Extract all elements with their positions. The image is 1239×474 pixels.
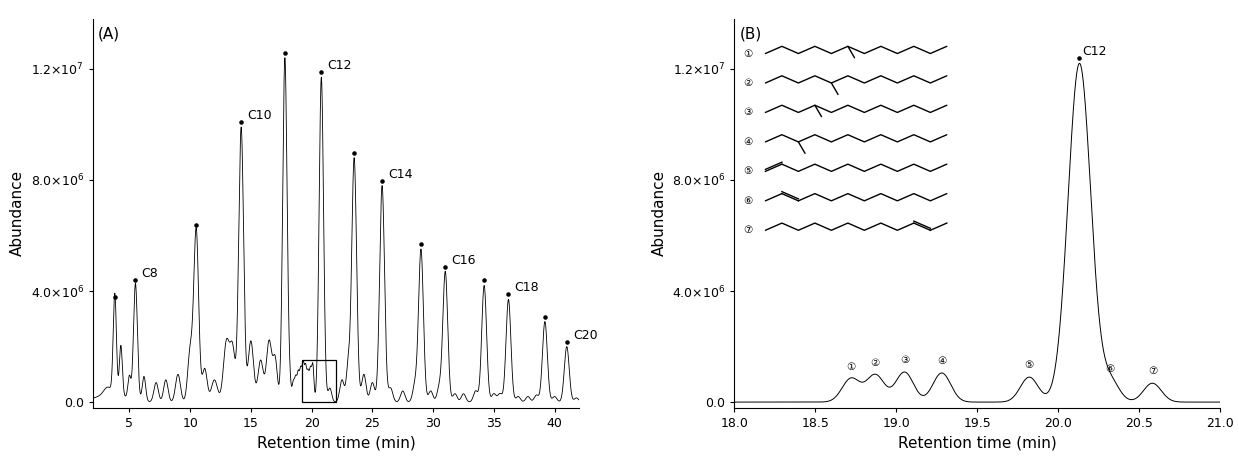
Text: C20: C20 bbox=[572, 328, 597, 342]
Text: ⑦: ⑦ bbox=[1147, 366, 1157, 376]
Bar bbox=[302, 360, 336, 402]
Text: ⑤: ⑤ bbox=[1025, 360, 1033, 370]
Text: (A): (A) bbox=[98, 27, 120, 42]
Text: C14: C14 bbox=[388, 167, 413, 181]
Text: ⑥: ⑥ bbox=[1105, 365, 1115, 374]
Text: C18: C18 bbox=[514, 282, 539, 294]
X-axis label: Retention time (min): Retention time (min) bbox=[256, 435, 415, 450]
Y-axis label: Abundance: Abundance bbox=[652, 170, 667, 256]
X-axis label: Retention time (min): Retention time (min) bbox=[898, 435, 1057, 450]
Text: ①: ① bbox=[846, 362, 856, 372]
Y-axis label: Abundance: Abundance bbox=[10, 170, 25, 256]
Text: C16: C16 bbox=[451, 254, 476, 266]
Text: ④: ④ bbox=[937, 356, 947, 366]
Text: ③: ③ bbox=[900, 355, 909, 365]
Text: C12: C12 bbox=[1083, 46, 1108, 58]
Text: ②: ② bbox=[871, 358, 880, 368]
Text: C8: C8 bbox=[141, 267, 159, 281]
Text: (B): (B) bbox=[740, 27, 762, 42]
Text: C12: C12 bbox=[327, 59, 352, 72]
Text: C10: C10 bbox=[248, 109, 271, 122]
